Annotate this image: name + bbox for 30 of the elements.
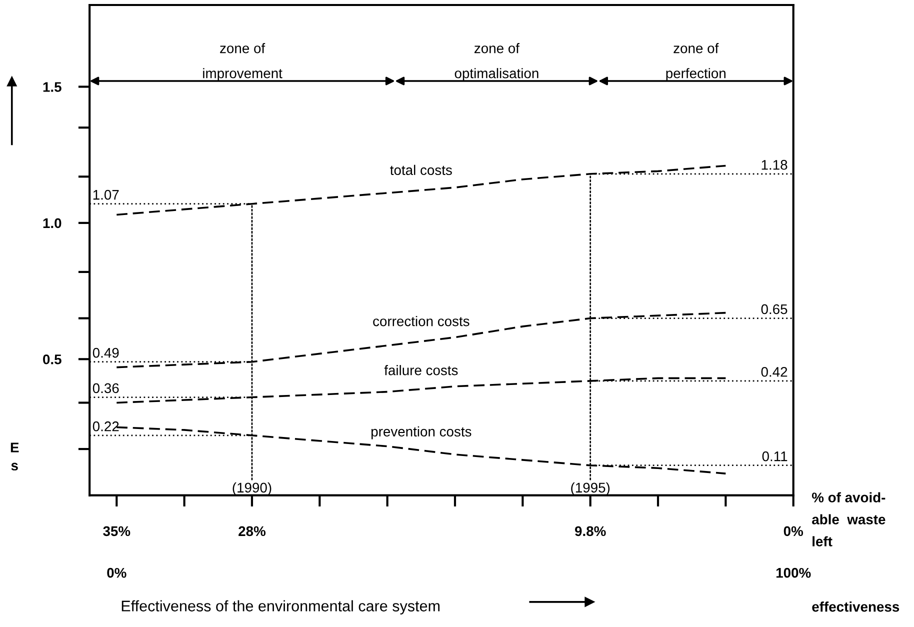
text: effectiveness <box>812 602 900 612</box>
x-tick-label: 35% <box>103 526 130 536</box>
x-tick-label: 9.8% <box>574 526 606 536</box>
data-label: 0.49 <box>92 348 119 358</box>
y-axis-title: E s <box>10 442 19 470</box>
y-tick-label: 1.0 <box>43 218 62 228</box>
y-tick-label: 0.5 <box>43 354 62 364</box>
annotation: zone of improvement <box>203 43 282 82</box>
x-axis-title: Effectiveness of the environmental care system <box>122 600 440 614</box>
annotation: zone of perfection <box>666 43 726 82</box>
annotation: (1995) <box>571 482 610 496</box>
series-label: prevention costs <box>371 426 472 440</box>
data-label: 0.36 <box>92 383 119 394</box>
data-label: 1.18 <box>762 160 788 170</box>
text: 0% <box>107 568 126 578</box>
text: % of avoid- able waste left <box>812 492 886 546</box>
data-label: 1.07 <box>93 190 119 200</box>
annotation: (1990) <box>232 482 272 496</box>
y-tick-label: 1.5 <box>43 82 62 92</box>
data-label: 0.11 <box>762 451 788 462</box>
data-label: 0.22 <box>92 421 119 432</box>
series-label: failure costs <box>384 365 458 376</box>
series-label: total costs <box>390 164 452 176</box>
x-tick-label: 0% <box>784 526 804 536</box>
annotation: zone of optimalisation <box>454 43 538 82</box>
text: 100% <box>776 568 811 578</box>
data-label: 0.65 <box>761 304 788 314</box>
x-tick-label: 28% <box>238 526 266 536</box>
series-label: correction costs <box>373 316 470 326</box>
data-label: 0.42 <box>761 366 788 377</box>
